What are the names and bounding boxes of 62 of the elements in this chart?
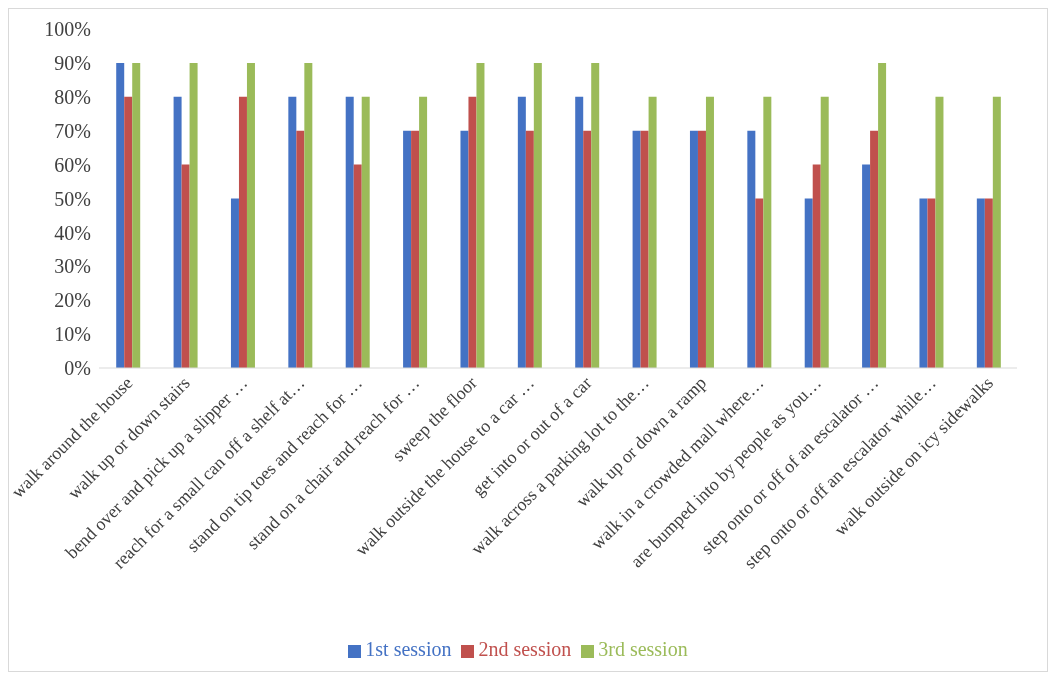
bar — [246, 62, 255, 368]
bar — [411, 130, 420, 368]
y-tick-label: 100% — [44, 18, 91, 41]
bar — [747, 130, 756, 368]
legend-label: 2nd session — [478, 638, 572, 660]
bar — [870, 130, 879, 368]
bar — [804, 198, 813, 368]
bar — [648, 96, 657, 368]
bar — [820, 96, 829, 368]
bar — [304, 62, 313, 368]
bar — [533, 62, 542, 368]
bar — [763, 96, 772, 368]
bar — [403, 130, 412, 368]
y-tick-label: 70% — [54, 119, 91, 142]
bar — [132, 62, 141, 368]
bar — [640, 130, 649, 368]
bar — [583, 130, 592, 368]
y-tick-label: 40% — [54, 221, 91, 244]
bar — [575, 96, 584, 368]
bar — [230, 198, 239, 368]
bar — [181, 164, 190, 368]
y-tick-label: 60% — [54, 153, 91, 176]
bar — [460, 130, 469, 368]
legend-label: 3rd session — [598, 638, 688, 660]
bar — [935, 96, 944, 368]
bar — [755, 198, 764, 368]
bar — [992, 96, 1001, 368]
bar — [984, 198, 993, 368]
bar — [116, 62, 125, 368]
bar — [689, 130, 698, 368]
y-tick-label: 90% — [54, 52, 91, 74]
bar — [238, 96, 247, 368]
y-tick-label: 80% — [54, 85, 91, 108]
bar — [288, 96, 297, 368]
bar — [591, 62, 600, 368]
bar — [124, 96, 133, 368]
bar — [919, 198, 928, 368]
y-tick-label: 50% — [54, 187, 91, 210]
bar — [927, 198, 936, 368]
bar — [632, 130, 641, 368]
bar — [697, 130, 706, 368]
bar — [419, 96, 428, 368]
bar — [468, 96, 477, 368]
bar — [345, 96, 354, 368]
bar — [353, 164, 362, 368]
bar — [517, 96, 526, 368]
y-tick-label: 30% — [54, 255, 91, 278]
bar — [361, 96, 370, 368]
bar — [173, 96, 182, 368]
legend-label: 1st session — [365, 638, 452, 660]
y-tick-label: 0% — [64, 357, 91, 380]
bar — [878, 62, 887, 368]
bar — [976, 198, 985, 368]
y-tick-label: 10% — [54, 323, 91, 346]
bar — [476, 62, 485, 368]
bar — [296, 130, 305, 368]
bar — [525, 130, 534, 368]
bar — [812, 164, 821, 368]
bar — [862, 164, 871, 368]
bar — [189, 62, 198, 368]
y-tick-label: 20% — [54, 289, 91, 312]
bar — [705, 96, 714, 368]
